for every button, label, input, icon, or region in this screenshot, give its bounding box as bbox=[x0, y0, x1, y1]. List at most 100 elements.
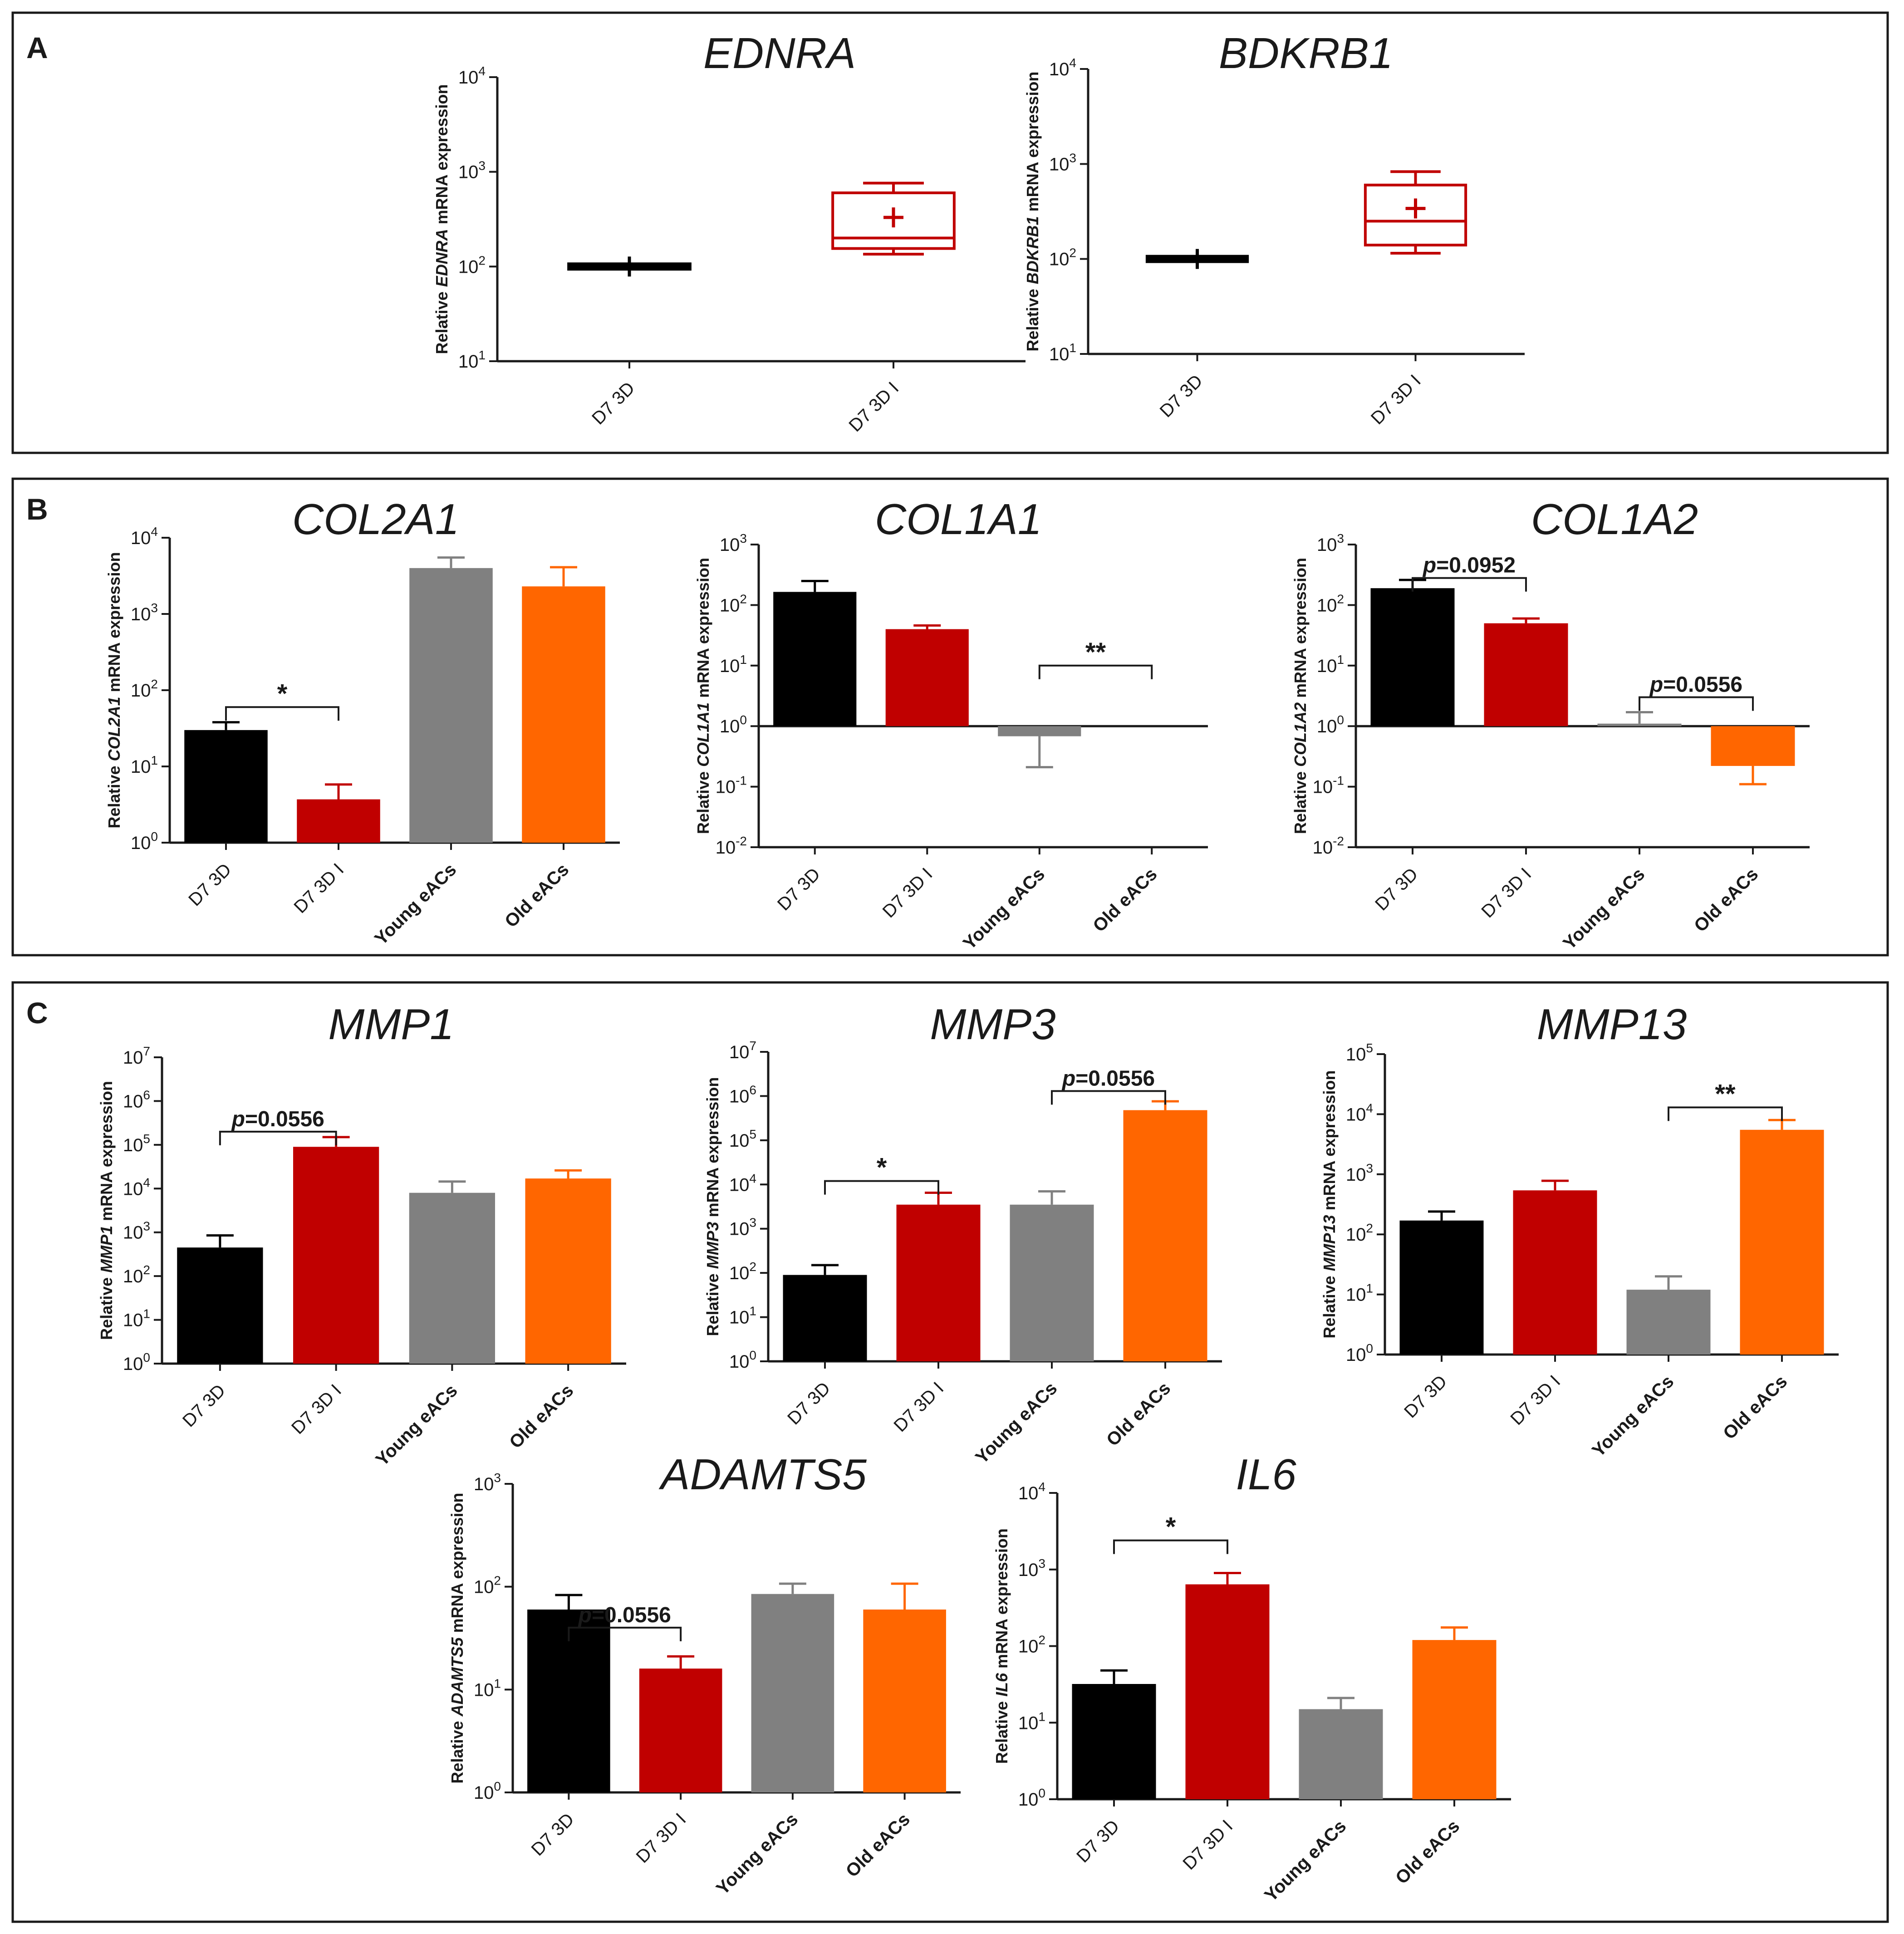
x-category-label: D7 3D I bbox=[288, 1380, 345, 1438]
y-tick-label: 102 bbox=[131, 677, 158, 701]
y-tick-base: 10 bbox=[458, 162, 479, 182]
y-tick-label: 102 bbox=[458, 253, 486, 277]
bar bbox=[1597, 723, 1682, 726]
pvalue-number: =0.0556 bbox=[1663, 673, 1742, 697]
y-tick-base: 10 bbox=[131, 604, 151, 624]
y-axis-label: Relative COL1A2 mRNA expression bbox=[1291, 558, 1310, 834]
y-axis-label-prefix: Relative bbox=[703, 1269, 722, 1336]
y-tick-exponent: 1 bbox=[494, 1676, 501, 1690]
x-category-label: D7 3D bbox=[1156, 371, 1207, 421]
y-tick-label: 101 bbox=[458, 348, 486, 372]
significance-bracket bbox=[1038, 664, 1153, 679]
bar bbox=[1370, 588, 1455, 726]
bar bbox=[1412, 1640, 1497, 1799]
y-axis-label-suffix: mRNA expression bbox=[97, 1081, 116, 1226]
y-tick-label: 104 bbox=[1346, 1101, 1373, 1124]
y-tick-base: 10 bbox=[131, 833, 151, 853]
y-tick-base: 10 bbox=[1018, 1560, 1039, 1580]
y-tick-exponent: 0 bbox=[1038, 1786, 1045, 1800]
chart-title: COL1A1 bbox=[875, 495, 1042, 544]
y-tick-label: 105 bbox=[729, 1127, 756, 1151]
bar bbox=[1711, 726, 1795, 766]
y-axis-label: Relative MMP13 mRNA expression bbox=[1320, 1070, 1339, 1339]
y-axis-label-gene: MMP1 bbox=[97, 1226, 116, 1273]
x-category-label: D7 3D bbox=[784, 1378, 834, 1428]
significance-bracket bbox=[1639, 696, 1754, 711]
y-axis-label-suffix: mRNA expression bbox=[1320, 1070, 1339, 1215]
chart-title: EDNRA bbox=[703, 29, 856, 78]
significance-bracket bbox=[568, 1626, 682, 1641]
y-tick-exponent: -1 bbox=[1333, 774, 1344, 788]
y-tick-exponent: 1 bbox=[740, 653, 747, 667]
y-tick-base: 10 bbox=[1049, 250, 1070, 270]
bar bbox=[751, 1594, 834, 1792]
y-tick-base: 10 bbox=[1018, 1483, 1039, 1503]
y-tick-base: 10 bbox=[729, 1175, 750, 1195]
x-category-label: Young eACs bbox=[1559, 864, 1649, 953]
y-axis-label-gene: COL1A2 bbox=[1291, 702, 1310, 767]
y-tick-base: 10 bbox=[131, 681, 151, 701]
y-tick-base: 10 bbox=[720, 535, 740, 555]
y-tick-label: 101 bbox=[720, 653, 747, 676]
y-tick-base: 10 bbox=[123, 1266, 143, 1286]
y-axis-label-suffix: mRNA expression bbox=[703, 1077, 722, 1222]
y-axis-label: Relative BDKRB1 mRNA expression bbox=[1023, 72, 1042, 352]
y-tick-label: 101 bbox=[123, 1307, 150, 1330]
y-tick-base: 10 bbox=[123, 1048, 143, 1068]
y-axis-label-gene: ADAMTS5 bbox=[448, 1637, 466, 1717]
y-tick-label: 101 bbox=[1049, 341, 1076, 364]
y-tick-exponent: 3 bbox=[494, 1471, 501, 1485]
y-tick-label: 107 bbox=[729, 1039, 756, 1062]
y-tick-base: 10 bbox=[1313, 777, 1333, 797]
bar bbox=[184, 730, 268, 843]
significance-bracket bbox=[824, 1180, 939, 1195]
panel-b-frame bbox=[11, 477, 1889, 957]
bar bbox=[1484, 623, 1568, 726]
y-tick-exponent: 4 bbox=[151, 525, 158, 539]
y-axis-label-prefix: Relative bbox=[992, 1697, 1011, 1764]
y-tick-label: 104 bbox=[1049, 56, 1076, 79]
y-tick-exponent: -2 bbox=[1333, 834, 1344, 848]
x-category-label: Young eACs bbox=[372, 1380, 461, 1470]
y-tick-label: 103 bbox=[123, 1219, 150, 1243]
x-category-label: Old eACs bbox=[1103, 1378, 1174, 1450]
y-tick-base: 10 bbox=[720, 717, 740, 736]
y-tick-label: 103 bbox=[1018, 1556, 1045, 1580]
y-tick-exponent: 0 bbox=[151, 830, 158, 844]
pvalue-number: =0.0556 bbox=[592, 1603, 671, 1627]
x-category-label: Young eACs bbox=[712, 1809, 802, 1899]
y-tick-exponent: 4 bbox=[749, 1171, 756, 1185]
y-axis-label-prefix: Relative bbox=[1023, 284, 1042, 351]
bar bbox=[293, 1147, 379, 1364]
y-axis-label: Relative EDNRA mRNA expression bbox=[432, 84, 451, 354]
significance-bracket bbox=[219, 1130, 337, 1145]
y-tick-exponent: 3 bbox=[151, 601, 158, 615]
x-category-label: D7 3D bbox=[1073, 1816, 1123, 1866]
y-tick-exponent: 4 bbox=[1366, 1101, 1373, 1115]
y-tick-exponent: 2 bbox=[1337, 592, 1344, 606]
y-axis-label-gene: MMP3 bbox=[703, 1222, 722, 1269]
y-axis-label-prefix: Relative bbox=[1320, 1271, 1339, 1338]
y-tick-exponent: 0 bbox=[143, 1350, 150, 1365]
y-tick-exponent: 1 bbox=[478, 348, 486, 362]
y-tick-label: 102 bbox=[1317, 592, 1344, 615]
bar bbox=[1513, 1190, 1597, 1355]
bar bbox=[525, 1178, 611, 1364]
chart-title: COL2A1 bbox=[292, 495, 459, 544]
y-tick-exponent: 7 bbox=[143, 1044, 150, 1058]
y-axis-label: Relative MMP1 mRNA expression bbox=[97, 1081, 116, 1340]
y-tick-base: 10 bbox=[729, 1352, 750, 1372]
significance-bracket bbox=[1051, 1090, 1166, 1105]
y-tick-exponent: 0 bbox=[494, 1779, 501, 1793]
y-tick-label: 101 bbox=[1018, 1709, 1045, 1733]
y-tick-base: 10 bbox=[729, 1219, 750, 1239]
y-tick-label: 100 bbox=[131, 830, 158, 853]
significance-bracket bbox=[1113, 1539, 1228, 1554]
panel-b-label: B bbox=[26, 492, 48, 526]
bar bbox=[998, 726, 1081, 736]
y-tick-exponent: 2 bbox=[143, 1263, 150, 1277]
y-tick-base: 10 bbox=[123, 1223, 143, 1243]
y-tick-label: 104 bbox=[1018, 1480, 1045, 1503]
